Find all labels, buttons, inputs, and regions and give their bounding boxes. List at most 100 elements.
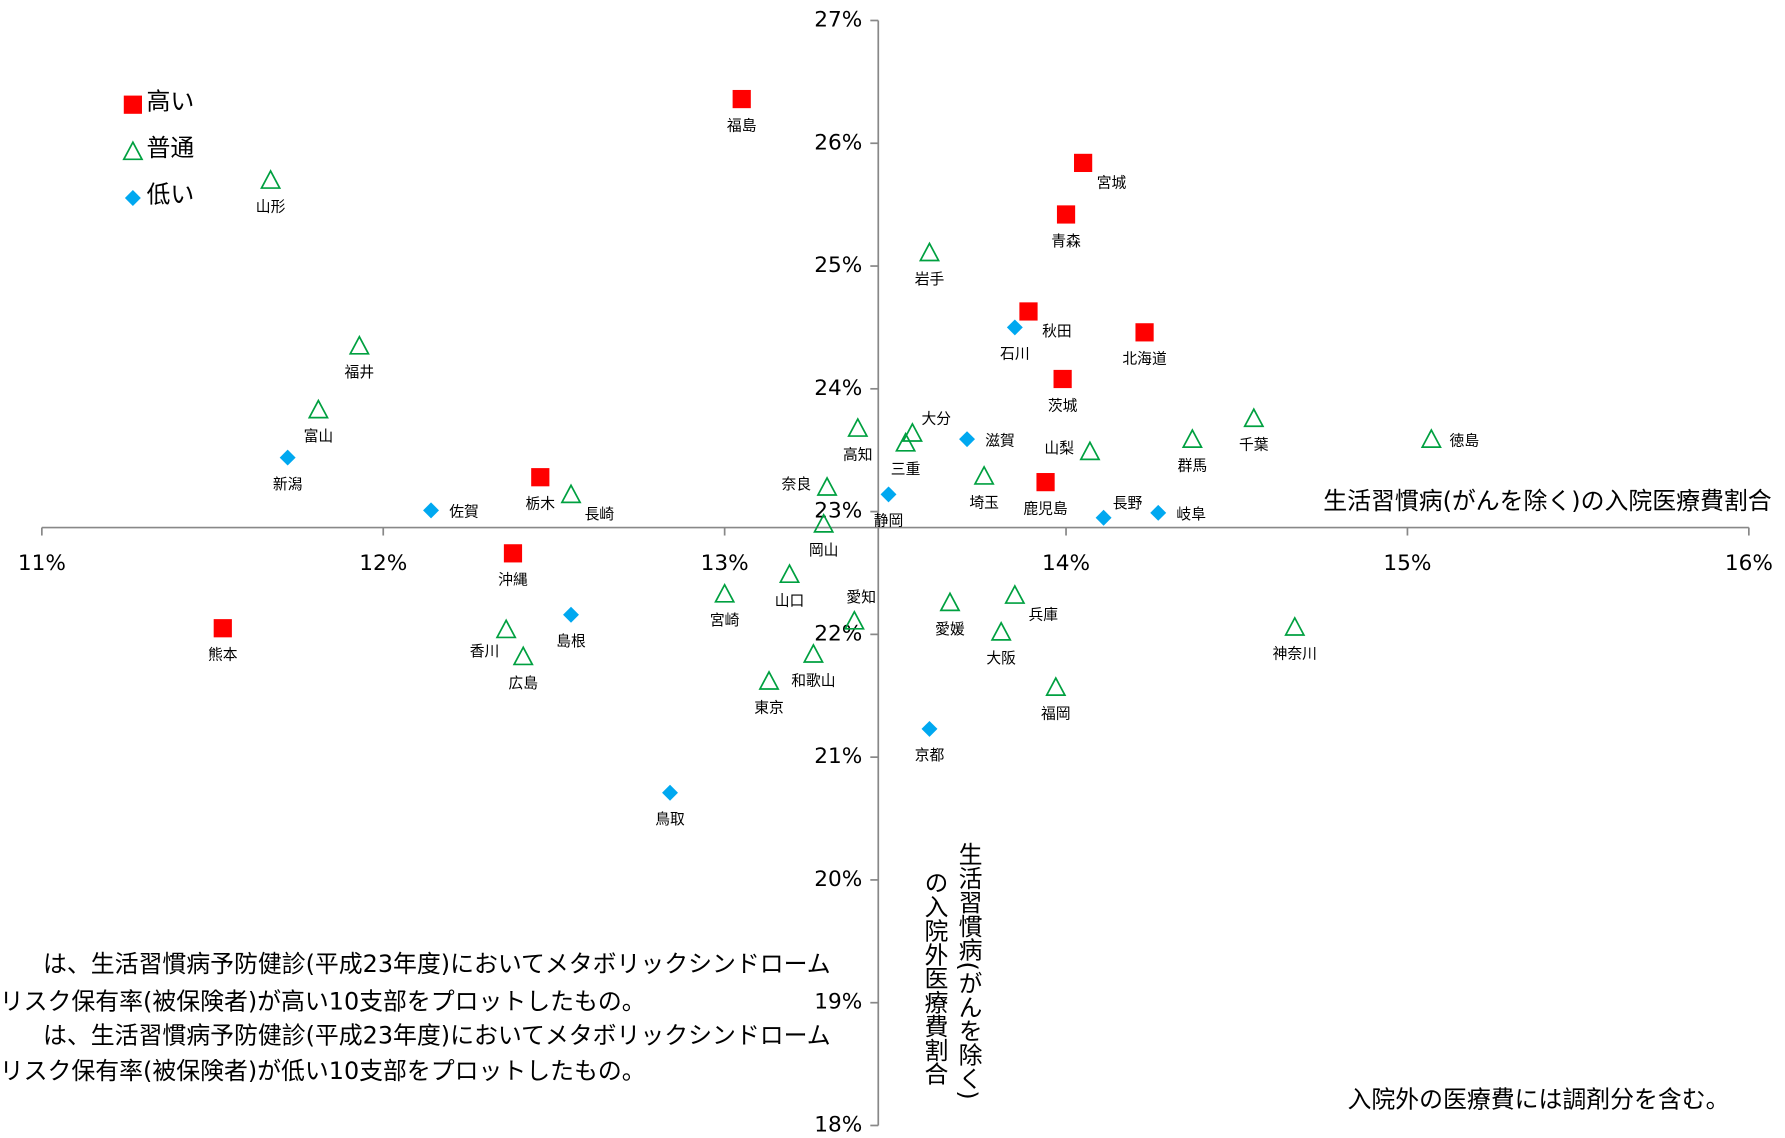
marker xyxy=(1045,676,1067,696)
point-label: 宮崎 xyxy=(710,612,740,629)
point-label: 富山 xyxy=(304,427,334,445)
marker xyxy=(662,784,678,801)
marker xyxy=(1053,369,1072,389)
marker xyxy=(973,465,995,485)
marker xyxy=(843,609,865,630)
marker xyxy=(990,620,1012,641)
marker xyxy=(847,417,869,437)
point-label: 大阪 xyxy=(986,650,1016,667)
marker xyxy=(802,643,824,663)
point-label: 青森 xyxy=(1051,233,1081,250)
point-label: 山梨 xyxy=(1044,440,1074,457)
point-label: 香川 xyxy=(470,643,500,660)
point-label: 千葉 xyxy=(1239,437,1269,454)
marker xyxy=(1420,428,1442,448)
marker xyxy=(901,422,923,442)
point-label: 熊本 xyxy=(208,647,238,664)
point-label: 静岡 xyxy=(874,513,904,530)
point-label: 山口 xyxy=(775,593,805,610)
point-label: 福井 xyxy=(345,364,375,381)
marker xyxy=(918,241,941,262)
y-axis-label: の入院外医療費割合 xyxy=(920,871,948,1086)
point-label: 長野 xyxy=(1113,495,1143,512)
marker xyxy=(1243,407,1265,428)
point-label: 秋田 xyxy=(1042,323,1072,340)
point-label: 群馬 xyxy=(1178,457,1208,474)
point-label: 栃木 xyxy=(526,496,556,513)
marker xyxy=(531,468,550,487)
footnote: 入院外の医療費には調剤分を含む。 xyxy=(1347,1085,1729,1113)
x-tick-label: 14% xyxy=(1042,551,1090,576)
point-label: 佐賀 xyxy=(449,504,479,521)
y-axis-label: 生活習慣病(がんを除く) xyxy=(954,842,982,1100)
point-label: 宮城 xyxy=(1097,174,1127,191)
point-label: 大分 xyxy=(922,410,952,427)
marker xyxy=(880,486,897,503)
x-tick-label: 12% xyxy=(359,551,407,576)
point-label: 新潟 xyxy=(273,476,303,493)
marker xyxy=(816,476,838,496)
point-label: 鳥取 xyxy=(655,811,685,828)
point-label: 山形 xyxy=(256,198,286,215)
marker xyxy=(423,502,440,519)
marker xyxy=(714,582,736,603)
marker xyxy=(1074,153,1093,173)
point-label: 岡山 xyxy=(809,542,839,559)
y-tick-label: 23% xyxy=(814,499,862,524)
point-label: 鹿児島 xyxy=(1023,500,1067,517)
marker xyxy=(778,563,801,584)
marker xyxy=(921,720,938,737)
point-label: 徳島 xyxy=(1450,432,1480,449)
point-label: 石川 xyxy=(1000,346,1030,363)
point-label: 茨城 xyxy=(1048,397,1078,414)
marker xyxy=(307,398,329,419)
marker xyxy=(895,431,917,452)
legend-label: 普通 xyxy=(147,134,195,162)
legend-marker xyxy=(124,190,141,206)
marker xyxy=(560,483,582,504)
point-label: 高知 xyxy=(843,446,873,463)
point-label: 福島 xyxy=(727,117,757,134)
point-label: 兵庫 xyxy=(1028,607,1058,624)
marker xyxy=(495,618,517,639)
x-tick-label: 13% xyxy=(701,551,749,576)
y-tick-label: 20% xyxy=(814,867,862,892)
marker xyxy=(348,334,370,355)
marker xyxy=(1095,509,1112,526)
point-label: 滋賀 xyxy=(985,432,1015,449)
point-label: 奈良 xyxy=(782,476,812,493)
y-tick-label: 19% xyxy=(814,990,862,1015)
point-label: 長崎 xyxy=(585,506,615,523)
marker xyxy=(1056,205,1076,224)
marker xyxy=(1004,584,1026,604)
x-axis-label: 生活習慣病(がんを除く)の入院医療費割合 xyxy=(1323,487,1772,515)
note: は、生活習慣病予防健診(平成23年度)においてメタボリックシンドローム xyxy=(43,950,831,978)
marker xyxy=(1036,473,1055,492)
x-tick-label: 11% xyxy=(18,551,66,576)
legend-marker xyxy=(122,140,144,161)
point-label: 岩手 xyxy=(915,271,945,288)
point-label: 北海道 xyxy=(1122,351,1167,368)
point-label: 福岡 xyxy=(1041,705,1071,722)
point-label: 岐阜 xyxy=(1176,506,1206,523)
point-label: 埼玉 xyxy=(969,494,999,511)
point-label: 愛知 xyxy=(846,589,876,606)
marker xyxy=(279,449,296,466)
y-tick-label: 24% xyxy=(814,376,862,401)
y-tick-label: 25% xyxy=(814,253,862,278)
point-label: 神奈川 xyxy=(1273,645,1317,662)
marker xyxy=(1019,302,1038,321)
point-label: 東京 xyxy=(754,699,784,716)
marker xyxy=(732,89,751,109)
note: リスク保有率(被保険者)が低い10支部をプロットしたもの。 xyxy=(0,1057,646,1085)
point-label: 愛媛 xyxy=(935,621,965,638)
y-tick-label: 22% xyxy=(814,621,862,646)
marker xyxy=(959,431,976,448)
marker xyxy=(1150,504,1167,521)
y-tick-label: 21% xyxy=(814,744,862,769)
legend-label: 低い xyxy=(147,181,195,209)
marker xyxy=(213,619,232,638)
marker xyxy=(1079,440,1101,461)
marker xyxy=(503,544,523,563)
